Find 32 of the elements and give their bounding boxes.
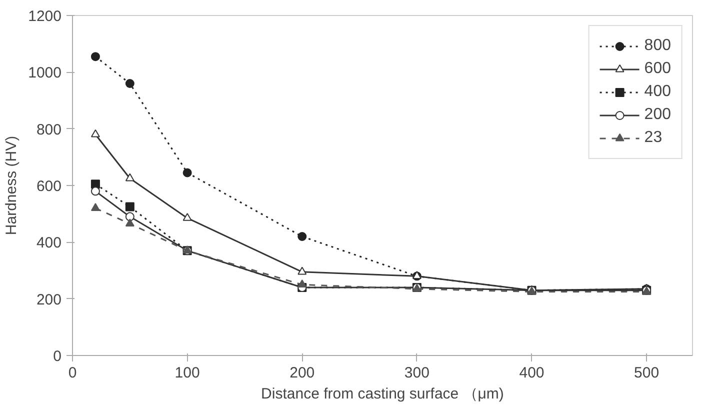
- y-tick-label: 600: [36, 178, 62, 195]
- x-tick-label: 100: [174, 364, 200, 382]
- point: [125, 218, 134, 227]
- x-tick-label: 200: [290, 364, 315, 382]
- y-tick-label: 800: [36, 121, 62, 138]
- x-tick-label: 300: [404, 364, 430, 382]
- point: [125, 202, 134, 212]
- point: [298, 232, 307, 241]
- y-tick-label: 1000: [28, 64, 62, 82]
- legend-label: 200: [644, 106, 671, 124]
- x-axis-title: Distance from casting surface （μm): [261, 386, 504, 402]
- y-tick-label: 200: [36, 291, 62, 308]
- point: [298, 280, 307, 288]
- point: [90, 52, 100, 62]
- legend-label: 600: [644, 60, 671, 78]
- x-tick-label: 500: [634, 364, 660, 382]
- point: [90, 203, 100, 211]
- x-tick-label: 0: [68, 364, 77, 382]
- legend-label: 400: [644, 83, 671, 101]
- point: [125, 79, 134, 88]
- y-tick-label: 0: [53, 348, 62, 365]
- y-axis-title: Hardness (HV): [3, 136, 20, 236]
- point: [90, 129, 100, 138]
- point: [125, 173, 134, 182]
- point: [182, 212, 192, 221]
- point: [182, 168, 192, 178]
- legend-label: 800: [644, 37, 671, 55]
- x-tick-label: 400: [519, 364, 544, 382]
- point: [298, 266, 307, 275]
- y-tick-label: 400: [36, 234, 62, 252]
- y-tick-label: 1200: [28, 8, 62, 25]
- legend-label: 23: [644, 129, 664, 147]
